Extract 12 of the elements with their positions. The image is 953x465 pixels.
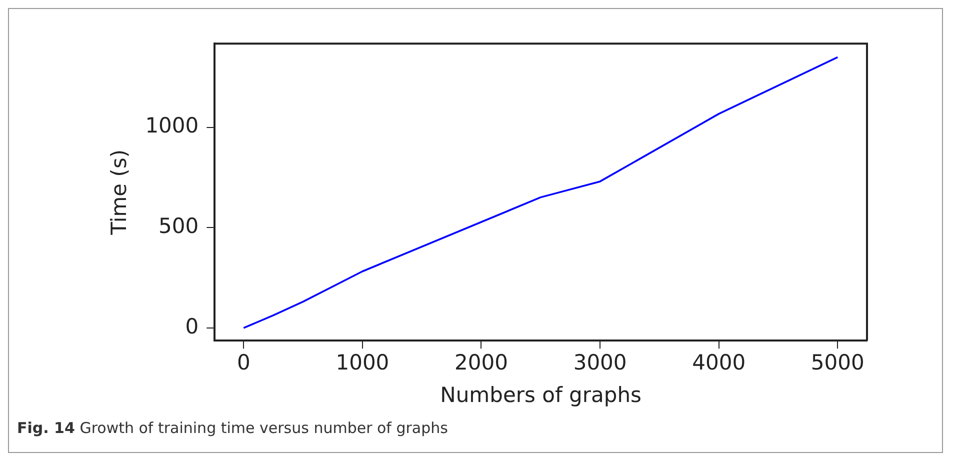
x-tick-label: 3000	[573, 350, 627, 375]
x-tick-label: 1000	[336, 350, 390, 375]
x-tick-label: 4000	[692, 350, 746, 375]
x-tick-label: 2000	[454, 350, 508, 375]
x-tick-label: 5000	[810, 350, 864, 375]
y-axis-title: Time (s)	[107, 149, 132, 236]
y-tick-label: 0	[185, 314, 199, 338]
y-tick-label: 1000	[145, 114, 199, 138]
y-tick-label: 500	[158, 214, 199, 238]
caption: Fig. 14 Growth of training time versus number of graphs	[17, 419, 448, 437]
x-axis-title: Numbers of graphs	[440, 382, 642, 407]
x-tick-label: 0	[236, 350, 250, 375]
